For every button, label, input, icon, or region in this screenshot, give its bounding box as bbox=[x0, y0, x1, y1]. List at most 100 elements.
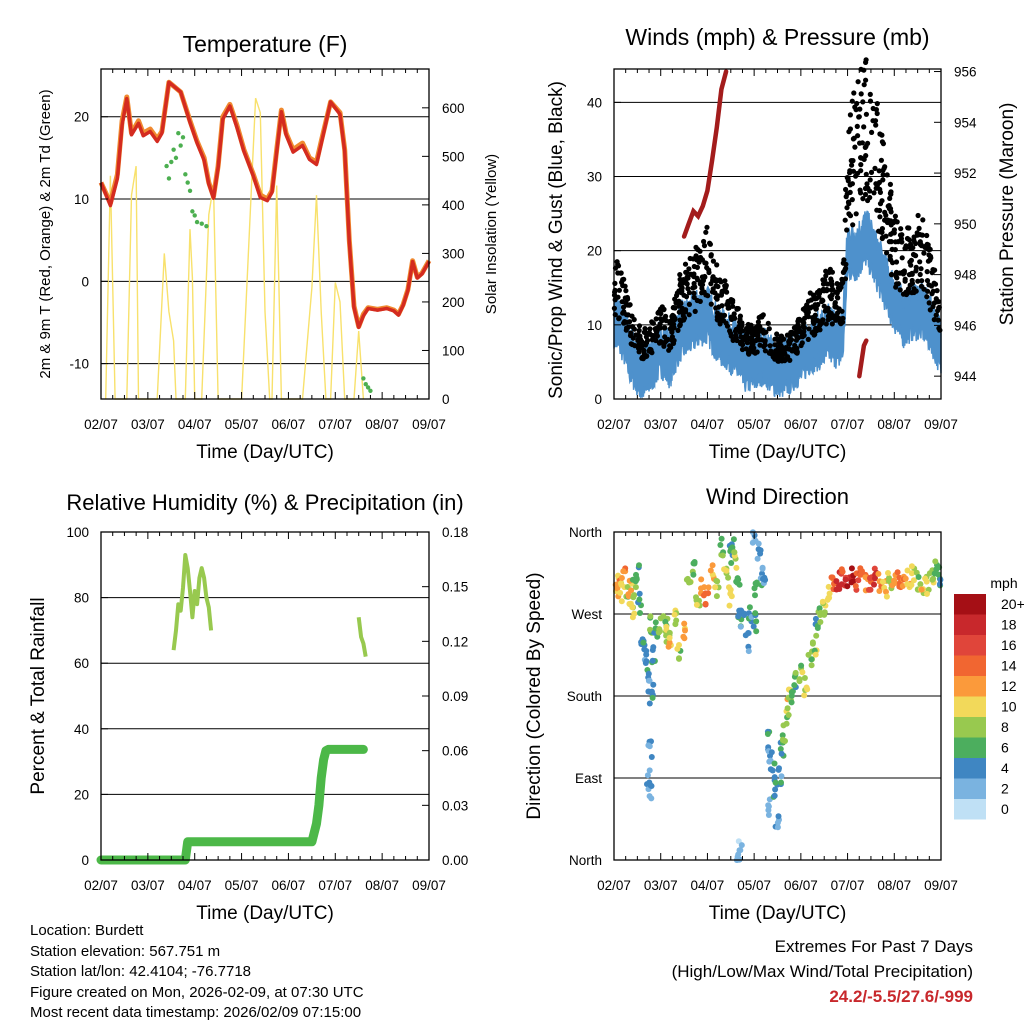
gust-point bbox=[823, 321, 829, 327]
gust-point bbox=[704, 224, 710, 230]
direction-point bbox=[908, 563, 915, 570]
gust-point bbox=[777, 342, 783, 348]
gust-point bbox=[850, 158, 856, 164]
dewpoint-point bbox=[173, 155, 179, 161]
gust-point bbox=[894, 219, 900, 225]
legend-swatch bbox=[954, 635, 986, 656]
gust-point bbox=[915, 278, 921, 284]
dewpoint-point bbox=[361, 376, 366, 381]
gust-point bbox=[924, 278, 931, 284]
x-tick-label: 05/07 bbox=[737, 878, 771, 893]
dewpoint-point bbox=[164, 163, 169, 169]
gust-point bbox=[917, 259, 923, 265]
x-tick-label: 08/07 bbox=[365, 417, 399, 432]
dewpoint-point bbox=[166, 176, 172, 181]
legend-label: 8 bbox=[1001, 719, 1009, 735]
gust-point bbox=[755, 319, 762, 325]
gust-point bbox=[641, 350, 647, 356]
legend-label: 6 bbox=[1001, 740, 1009, 756]
x-tick-label: 07/07 bbox=[831, 417, 865, 432]
gust-point bbox=[926, 252, 932, 258]
direction-point bbox=[705, 584, 712, 591]
direction-point bbox=[799, 669, 806, 676]
y2-tick-label: 952 bbox=[954, 166, 977, 181]
direction-point bbox=[745, 643, 752, 650]
x-tick-label: 02/07 bbox=[597, 417, 631, 432]
x-tick-label: 07/07 bbox=[318, 878, 352, 893]
direction-point bbox=[883, 593, 890, 600]
gust-point bbox=[843, 186, 849, 193]
extremes-values: 24.2/-5.5/27.6/-999 bbox=[829, 987, 973, 1006]
gust-point bbox=[718, 292, 725, 298]
gust-point bbox=[656, 324, 662, 330]
gust-point bbox=[658, 339, 664, 345]
direction-point bbox=[717, 542, 724, 548]
gust-point bbox=[738, 334, 744, 340]
direction-point bbox=[736, 581, 743, 588]
winds-ylabel-right: Station Pressure (Maroon) bbox=[997, 103, 1018, 326]
gust-point bbox=[691, 290, 697, 296]
direction-point bbox=[852, 583, 859, 589]
gust-point bbox=[795, 318, 801, 324]
gust-point bbox=[772, 356, 778, 362]
gust-point bbox=[616, 315, 622, 321]
direction-point bbox=[738, 607, 745, 614]
direction-point bbox=[723, 567, 730, 574]
direction-point bbox=[646, 677, 653, 684]
direction-point bbox=[733, 564, 740, 571]
gust-point bbox=[810, 329, 816, 335]
direction-point bbox=[857, 571, 864, 578]
direction-point bbox=[735, 613, 742, 620]
legend-swatch bbox=[954, 717, 986, 738]
direction-point bbox=[829, 574, 836, 581]
direction-point bbox=[629, 604, 636, 611]
gust-point bbox=[921, 286, 927, 292]
direction-point bbox=[788, 692, 795, 699]
y-tick-label: 80 bbox=[74, 591, 89, 606]
gust-point bbox=[931, 317, 937, 323]
gust-point bbox=[937, 327, 943, 333]
direction-point bbox=[812, 615, 819, 622]
direction-point bbox=[666, 629, 673, 636]
direction-point bbox=[656, 628, 663, 635]
gust-point bbox=[874, 183, 880, 190]
direction-point bbox=[915, 574, 922, 580]
legend-swatch bbox=[954, 696, 986, 717]
gust-point bbox=[639, 355, 645, 361]
direction-point bbox=[785, 712, 792, 718]
legend-swatch bbox=[954, 655, 986, 676]
gust-point bbox=[858, 91, 864, 97]
x-tick-label: 06/07 bbox=[272, 417, 306, 432]
gust-point bbox=[774, 331, 780, 337]
insolation-line bbox=[105, 97, 365, 400]
x-tick-label: 06/07 bbox=[784, 878, 818, 893]
gust-point bbox=[889, 246, 895, 252]
gust-point bbox=[811, 316, 817, 323]
direction-point bbox=[771, 760, 778, 767]
extremes-subtitle: (High/Low/Max Wind/Total Precipitation) bbox=[671, 962, 973, 981]
y2-tick-label: 944 bbox=[954, 369, 977, 384]
gust-point bbox=[829, 321, 835, 327]
y2-tick-label: 400 bbox=[442, 198, 465, 213]
gust-point bbox=[636, 323, 643, 329]
gust-point bbox=[838, 321, 844, 327]
gust-point bbox=[916, 225, 922, 231]
gust-point bbox=[900, 271, 906, 277]
gust-point bbox=[924, 269, 930, 275]
gust-point bbox=[852, 144, 858, 150]
gust-point bbox=[623, 288, 629, 294]
winds-title: Winds (mph) & Pressure (mb) bbox=[625, 24, 929, 50]
gust-point bbox=[670, 305, 676, 311]
direction-point bbox=[838, 581, 845, 588]
dewpoint-point bbox=[180, 135, 186, 140]
direction-point bbox=[842, 576, 849, 583]
direction-point bbox=[728, 560, 735, 566]
gust-point bbox=[820, 277, 826, 283]
gust-point bbox=[735, 306, 741, 312]
gust-point bbox=[703, 229, 709, 235]
gust-point bbox=[631, 317, 637, 323]
dewpoint-point bbox=[185, 180, 190, 185]
gust-point bbox=[867, 188, 873, 194]
y-tick-label: 20 bbox=[74, 787, 89, 802]
gust-point bbox=[713, 283, 719, 289]
